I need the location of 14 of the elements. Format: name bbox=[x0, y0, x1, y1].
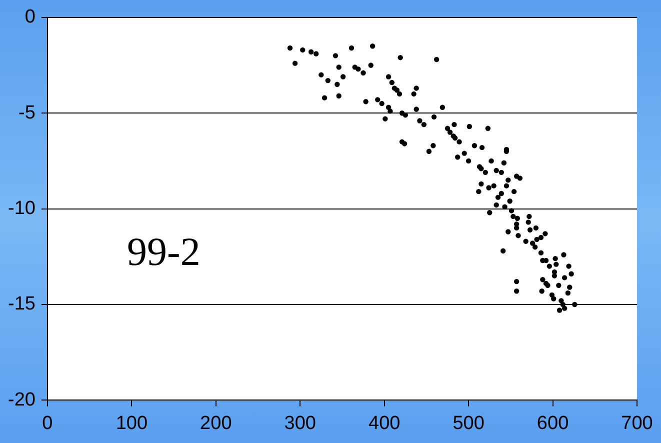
y-tick-label: -5 bbox=[18, 102, 36, 124]
x-tick-label: 500 bbox=[452, 412, 484, 434]
x-tick-label: 100 bbox=[116, 412, 148, 434]
x-tick-label: 0 bbox=[42, 412, 53, 434]
x-tick-label: 300 bbox=[284, 412, 316, 434]
x-tick-label: 700 bbox=[621, 412, 653, 434]
x-tick-label: 200 bbox=[200, 412, 232, 434]
x-tick-label: 400 bbox=[368, 412, 400, 434]
y-tick-label: -10 bbox=[8, 198, 36, 220]
x-tick-label: 600 bbox=[536, 412, 569, 434]
y-tick-label: -15 bbox=[8, 294, 36, 315]
annotation: 99-2 bbox=[127, 229, 200, 274]
y-tick-label: -20 bbox=[8, 389, 36, 410]
y-tick-label: 0 bbox=[24, 6, 36, 28]
